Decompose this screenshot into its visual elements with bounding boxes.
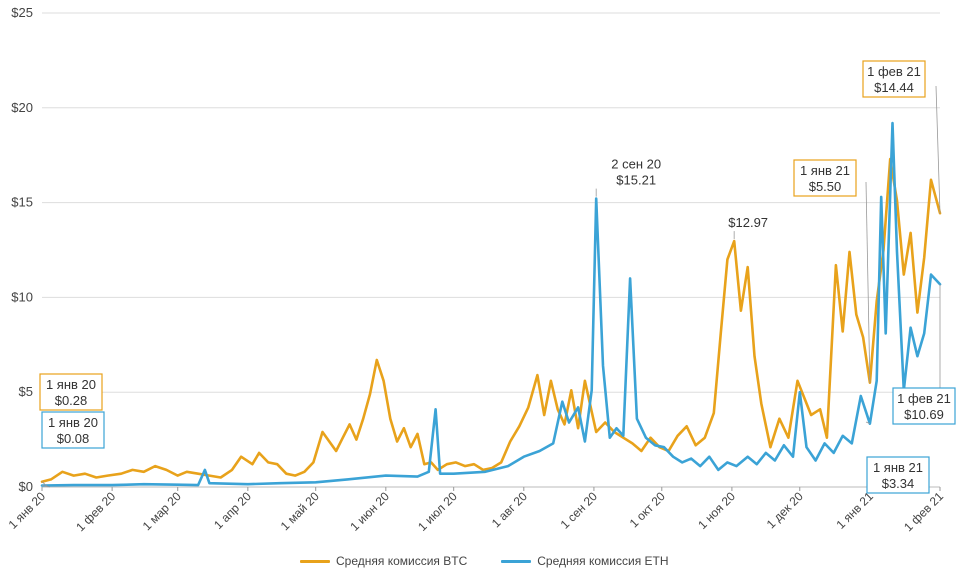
x-tick-label: 1 ноя 20	[695, 489, 738, 532]
x-tick-label: 1 фев 20	[73, 489, 118, 534]
legend-swatch-btc	[300, 559, 330, 563]
x-tick-label: 1 янв 20	[6, 489, 49, 532]
annotation-value: $0.08	[57, 431, 90, 446]
annotation-box	[892, 387, 956, 425]
legend-item-btc[interactable]: Средняя комиссия BTC	[300, 554, 467, 568]
annotation-date: 1 фев 21	[897, 391, 951, 406]
x-tick-label: 1 июл 20	[415, 489, 460, 534]
annotation-box	[862, 60, 926, 98]
legend-item-eth[interactable]: Средняя комиссия ETH	[501, 554, 669, 568]
annotation-value: $3.34	[882, 476, 915, 491]
annotation-date: 1 янв 20	[48, 415, 98, 430]
annotation-box	[793, 159, 857, 197]
annotation-btc-4: 1 янв 21$5.50	[793, 159, 871, 383]
annotation-value: $12.97	[728, 215, 768, 230]
x-tick-label: 1 май 20	[278, 489, 322, 533]
annotation-date: 1 янв 21	[800, 163, 850, 178]
x-tick-label: 1 дек 20	[764, 489, 806, 531]
series-lines	[40, 121, 942, 487]
y-tick-label: $20	[11, 100, 33, 115]
x-axis-tick-labels: 1 янв 20 1 фев 20 1 мар 20 1 апр 20 1 май 20…	[6, 487, 946, 534]
y-gridlines	[42, 12, 940, 488]
annotation-date: 2 сен 20	[611, 157, 661, 172]
x-tick-label: 1 мар 20	[140, 489, 184, 533]
y-tick-label: $15	[11, 195, 33, 210]
y-tick-label: $10	[11, 289, 33, 304]
y-tick-label: $25	[11, 5, 33, 20]
annotation-btc-5: 1 фев 21$14.44	[862, 60, 941, 214]
x-tick-label: 1 янв 21	[833, 489, 876, 532]
annotation-value: $5.50	[809, 179, 842, 194]
eth-fee-line	[40, 121, 942, 487]
x-tick-label: 1 окт 20	[627, 489, 668, 530]
annotation-btc-0: 1 янв 20$0.28	[39, 373, 103, 488]
annotation-leader	[41, 485, 51, 488]
annotation-eth-7: 1 янв 21$3.34	[865, 421, 930, 494]
annotation-value: $15.21	[616, 173, 656, 188]
legend: Средняя комиссия BTC Средняя комиссия ET…	[300, 551, 669, 571]
annotation-date: 1 янв 21	[873, 460, 923, 475]
x-tick-label: 1 апр 20	[211, 489, 254, 532]
x-tick-label: 1 фев 21	[901, 489, 946, 534]
annotation-leader	[935, 85, 941, 214]
legend-swatch-eth	[501, 559, 532, 563]
annotation-box	[41, 411, 105, 449]
x-tick-label: 1 авг 20	[489, 489, 530, 530]
annotation-box	[39, 373, 103, 411]
point-annotations: 1 янв 20$0.281 янв 20$0.082 сен 20$15.21…	[39, 60, 956, 494]
y-tick-label: $5	[19, 384, 33, 399]
annotation-eth-2: 2 сен 20$15.21	[595, 157, 661, 197]
annotation-btc-3: $12.97	[728, 215, 768, 240]
annotation-date: 1 фев 21	[867, 64, 921, 79]
legend-label-eth: Средняя комиссия ETH	[537, 554, 669, 568]
annotation-leader	[865, 421, 871, 425]
btc-fee-line	[40, 157, 942, 483]
annotation-box	[866, 456, 930, 494]
annotation-leader	[865, 181, 871, 383]
y-axis-tick-labels: $0 $5 $10 $15 $20 $25	[11, 5, 33, 494]
annotation-value: $10.69	[904, 407, 944, 422]
annotation-eth-6: 1 фев 21$10.69	[892, 284, 956, 425]
y-tick-label: $0	[19, 479, 33, 494]
annotation-value: $14.44	[874, 80, 914, 95]
legend-label-btc: Средняя комиссия BTC	[336, 554, 468, 568]
annotation-value: $0.28	[55, 393, 88, 408]
x-tick-label: 1 июн 20	[347, 489, 392, 534]
x-tick-label: 1 сен 20	[558, 489, 601, 532]
annotation-date: 1 янв 20	[46, 377, 96, 392]
annotation-eth-1: 1 янв 20$0.08	[41, 411, 105, 488]
